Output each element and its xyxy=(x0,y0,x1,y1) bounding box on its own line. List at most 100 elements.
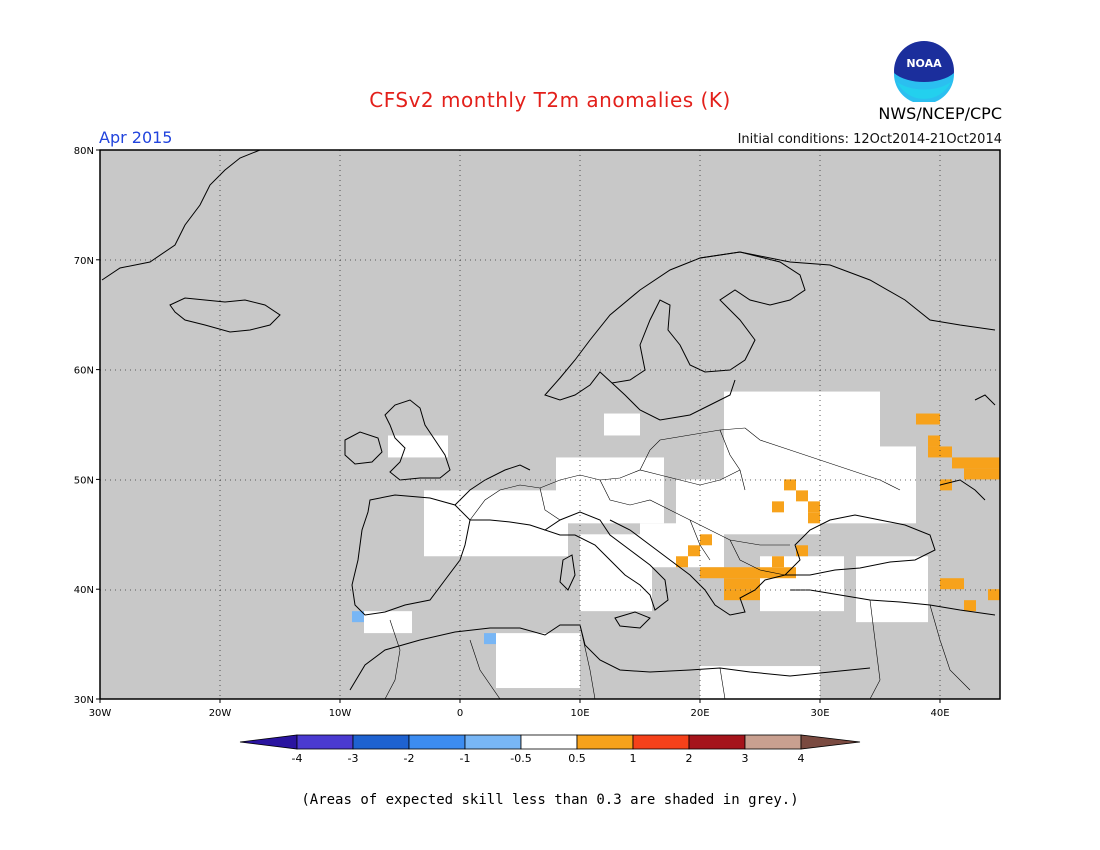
lon-tick-20W: 20W xyxy=(209,708,232,719)
warm-cell-10 xyxy=(724,567,736,579)
warm-cell-4 xyxy=(772,501,784,513)
colorbar-label-0: -4 xyxy=(292,752,303,765)
colorbar-box-2 xyxy=(352,734,410,750)
warm-cell-28 xyxy=(928,446,940,458)
neutral-region-13 xyxy=(604,413,640,436)
lon-tick-10W: 10W xyxy=(329,708,352,719)
italy-coast xyxy=(543,511,669,611)
warm-cell-2 xyxy=(808,501,820,513)
warm-cell-39 xyxy=(964,600,976,612)
warm-cell-18 xyxy=(748,578,760,590)
lat-tick-40N: 40N xyxy=(74,585,94,596)
neutral-region-7 xyxy=(496,633,580,689)
agency-label: NWS/NCEP/CPC xyxy=(878,104,1002,123)
baltic-coast xyxy=(611,379,736,421)
warm-cell-1 xyxy=(796,490,808,502)
warm-cell-23 xyxy=(796,545,808,557)
warm-cell-38 xyxy=(952,578,964,590)
warm-cell-8 xyxy=(700,567,712,579)
neutral-anomaly-regions xyxy=(364,391,928,699)
warm-cell-29 xyxy=(952,457,964,469)
colorbar-low-arrow xyxy=(239,734,298,750)
iberia-coast xyxy=(351,494,471,616)
lon-tick-20E: 20E xyxy=(690,708,709,719)
colorbar-label-2: -2 xyxy=(404,752,415,765)
lat-tick-70N: 70N xyxy=(74,256,94,267)
ireland-coast xyxy=(344,431,383,465)
colorbar-label-6: 1 xyxy=(630,752,637,765)
lat-tick-80N: 80N xyxy=(74,146,94,157)
colorbar-box-5 xyxy=(520,734,578,750)
warm-cell-0 xyxy=(784,479,796,491)
neutral-region-10 xyxy=(856,556,928,623)
lon-tick-30E: 30E xyxy=(810,708,829,719)
colorbar-box-4 xyxy=(464,734,522,750)
neutral-region-1 xyxy=(556,457,664,524)
neutral-region-11 xyxy=(388,435,448,458)
colorbar-box-1 xyxy=(296,734,354,750)
initial-conditions: Initial conditions: 12Oct2014-21Oct2014 xyxy=(737,132,1002,147)
lon-tick-40E: 40E xyxy=(930,708,949,719)
warm-cell-9 xyxy=(712,567,724,579)
warm-cell-3 xyxy=(808,512,820,524)
colorbar-label-5: 0.5 xyxy=(568,752,586,765)
scandinavia-coast xyxy=(544,251,806,401)
map-frame xyxy=(99,149,1001,700)
warm-cell-19 xyxy=(736,589,748,601)
warm-cell-36 xyxy=(940,479,952,491)
neutral-region-6 xyxy=(580,534,652,612)
colorbar-box-9 xyxy=(744,734,802,750)
warm-cell-26 xyxy=(928,435,940,447)
lat-tick-30N: 30N xyxy=(74,695,94,706)
warm-cell-30 xyxy=(964,457,976,469)
forecast-month: Apr 2015 xyxy=(99,128,173,147)
colorbar-box-8 xyxy=(688,734,746,750)
lon-tick-30W: 30W xyxy=(89,708,112,719)
warm-cell-16 xyxy=(724,578,736,590)
warm-cell-35 xyxy=(988,468,1000,480)
colorbar-box-7 xyxy=(632,734,690,750)
warm-cell-21 xyxy=(724,589,736,601)
lon-tick-0: 0 xyxy=(457,708,463,719)
neutral-region-12 xyxy=(364,611,412,634)
warm-cell-17 xyxy=(736,578,748,590)
neutral-region-5 xyxy=(784,446,916,524)
warm-cell-15 xyxy=(784,567,796,579)
skill-footnote: (Areas of expected skill less than 0.3 a… xyxy=(301,792,799,808)
colorbar-label-4: -0.5 xyxy=(510,752,531,765)
colorbar-label-3: -1 xyxy=(460,752,471,765)
cool-cell-0 xyxy=(352,611,364,623)
warm-cell-31 xyxy=(976,457,988,469)
turkey-coast xyxy=(790,589,996,616)
warm-cell-34 xyxy=(976,468,988,480)
caspian-coast xyxy=(939,394,996,501)
britain-coast xyxy=(384,399,451,481)
latitude-tick-labels: 80N 70N 60N 50N 40N 30N xyxy=(74,146,100,706)
neutral-region-8 xyxy=(700,666,820,699)
france-coast xyxy=(454,464,546,531)
warm-anomaly-cells xyxy=(676,413,1000,612)
colorbar-label-8: 3 xyxy=(742,752,749,765)
warm-cell-14 xyxy=(772,567,784,579)
greenland-coast xyxy=(101,150,261,281)
warm-cell-24 xyxy=(916,413,928,425)
black-sea-coast xyxy=(783,514,936,576)
colorbar-label-9: 4 xyxy=(798,752,805,765)
colorbar-label-1: -3 xyxy=(348,752,359,765)
gridlines xyxy=(100,150,1000,699)
lat-tick-60N: 60N xyxy=(74,366,94,377)
noaa-logo-icon: NOAA xyxy=(894,41,954,102)
iceland-coast xyxy=(169,297,281,333)
map-title: CFSv2 monthly T2m anomalies (K) xyxy=(369,88,731,112)
warm-cell-12 xyxy=(748,567,760,579)
warm-cell-37 xyxy=(940,578,952,590)
warm-cell-13 xyxy=(760,567,772,579)
warm-cell-27 xyxy=(940,446,952,458)
warm-cell-5 xyxy=(700,534,712,546)
warm-cell-33 xyxy=(964,468,976,480)
sicily-coast xyxy=(614,611,651,629)
cool-cell-1 xyxy=(484,633,496,645)
lat-tick-50N: 50N xyxy=(74,475,94,486)
warm-cell-6 xyxy=(688,545,700,557)
